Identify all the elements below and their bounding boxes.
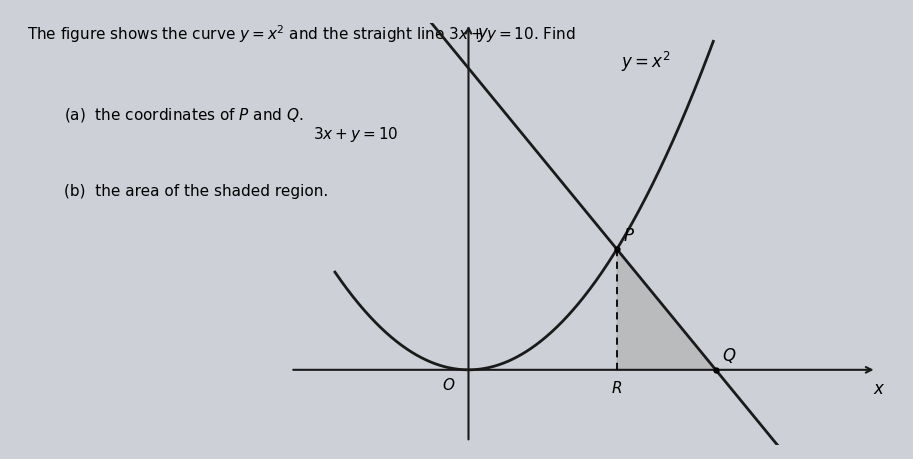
- Text: $3x + y = 10$: $3x + y = 10$: [312, 124, 398, 144]
- Text: $y$: $y$: [477, 26, 490, 44]
- Text: (a)  the coordinates of $P$ and $Q$.: (a) the coordinates of $P$ and $Q$.: [64, 106, 303, 123]
- Text: $P$: $P$: [623, 227, 635, 245]
- Text: $Q$: $Q$: [721, 346, 736, 365]
- Text: $O$: $O$: [442, 377, 455, 393]
- Text: The figure shows the curve $y = x^2$ and the straight line $3x + y = 10$. Find: The figure shows the curve $y = x^2$ and…: [27, 23, 576, 45]
- Text: $R$: $R$: [612, 381, 623, 397]
- Text: $x$: $x$: [873, 381, 886, 398]
- Text: (b)  the area of the shaded region.: (b) the area of the shaded region.: [64, 184, 328, 199]
- Text: $y = x^2$: $y = x^2$: [621, 50, 670, 74]
